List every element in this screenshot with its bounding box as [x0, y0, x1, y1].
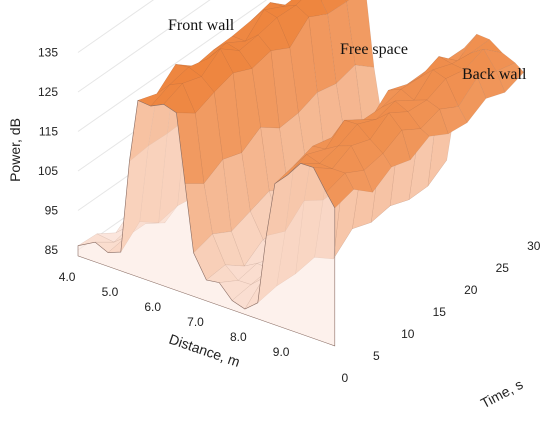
z-tick-label: 5 [373, 349, 380, 363]
y-axis-ticks: 85 95 105 115 125 135 [38, 46, 58, 258]
y-tick-label: 105 [38, 164, 58, 178]
z-tick-label: 20 [464, 283, 478, 297]
x-tick-label: 4.0 [59, 270, 76, 284]
y-tick-label: 95 [45, 204, 59, 218]
z-tick-label: 25 [496, 261, 510, 275]
y-tick-label: 115 [39, 125, 58, 139]
z-tick-label: 15 [433, 305, 447, 319]
y-tick-label: 135 [38, 46, 58, 60]
z-tick-label: 0 [341, 371, 348, 385]
x-tick-label: 7.0 [187, 315, 204, 329]
time-axis-label: Time, s [478, 376, 526, 411]
x-tick-label: 5.0 [102, 285, 119, 299]
x-tick-label: 6.0 [144, 300, 161, 314]
time-axis-ticks: 0 5 10 15 20 25 30 [341, 239, 540, 385]
y-axis-label: Power, dB [7, 118, 23, 182]
annotation-back-wall: Back wall [462, 66, 527, 83]
y-tick-label: 125 [38, 85, 58, 99]
z-tick-label: 30 [527, 239, 541, 253]
y-tick-label: 85 [45, 243, 59, 257]
z-tick-label: 10 [401, 327, 415, 341]
surface-plot [78, 0, 524, 346]
x-tick-label: 9.0 [273, 345, 290, 359]
annotation-front-wall: Front wall [168, 17, 235, 34]
annotation-free-space: Free space [340, 41, 408, 58]
x-tick-label: 8.0 [230, 330, 247, 344]
